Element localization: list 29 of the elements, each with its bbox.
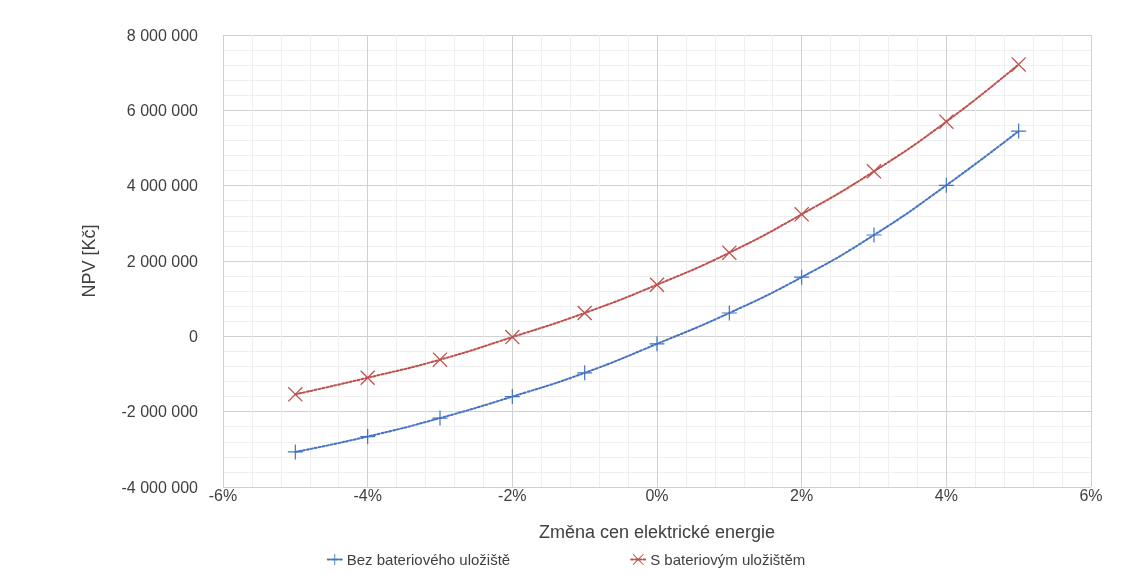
legend-label: S bateriovým uložištěm: [650, 551, 806, 568]
legend-label: Bez bateriového uložiště: [346, 551, 511, 568]
y-tick-label: 6 000 000: [126, 101, 199, 119]
y-axis-title: NPV [Kč]: [79, 224, 99, 298]
x-tick-label: 4%: [934, 486, 958, 504]
x-axis-title: Změna cen elektrické energie: [538, 522, 776, 542]
point: [721, 305, 737, 321]
point: [577, 305, 593, 321]
y-tick-label: -2 000 000: [121, 403, 199, 421]
x-tick-label: -4%: [353, 486, 382, 504]
point: [866, 163, 882, 179]
y-tick-label: -4 000 000: [121, 478, 199, 496]
x-tick-label: 6%: [1079, 486, 1103, 504]
point: [649, 277, 665, 293]
point: [866, 227, 882, 243]
point: [504, 329, 520, 345]
x-tick-label: -6%: [208, 486, 238, 504]
x-tick-label: 2%: [790, 486, 814, 504]
point: [432, 410, 448, 426]
x-tick-label: 0%: [645, 486, 669, 504]
point: [1011, 123, 1027, 139]
point: [287, 444, 303, 460]
x-tick-label: -2%: [498, 486, 527, 504]
y-tick-label: 4 000 000: [126, 177, 199, 195]
point: [432, 352, 448, 368]
y-tick-label: 8 000 000: [126, 26, 199, 44]
y-tick-label: 0: [189, 327, 199, 345]
y-tick-label: 2 000 000: [126, 252, 199, 270]
point: [649, 336, 665, 352]
